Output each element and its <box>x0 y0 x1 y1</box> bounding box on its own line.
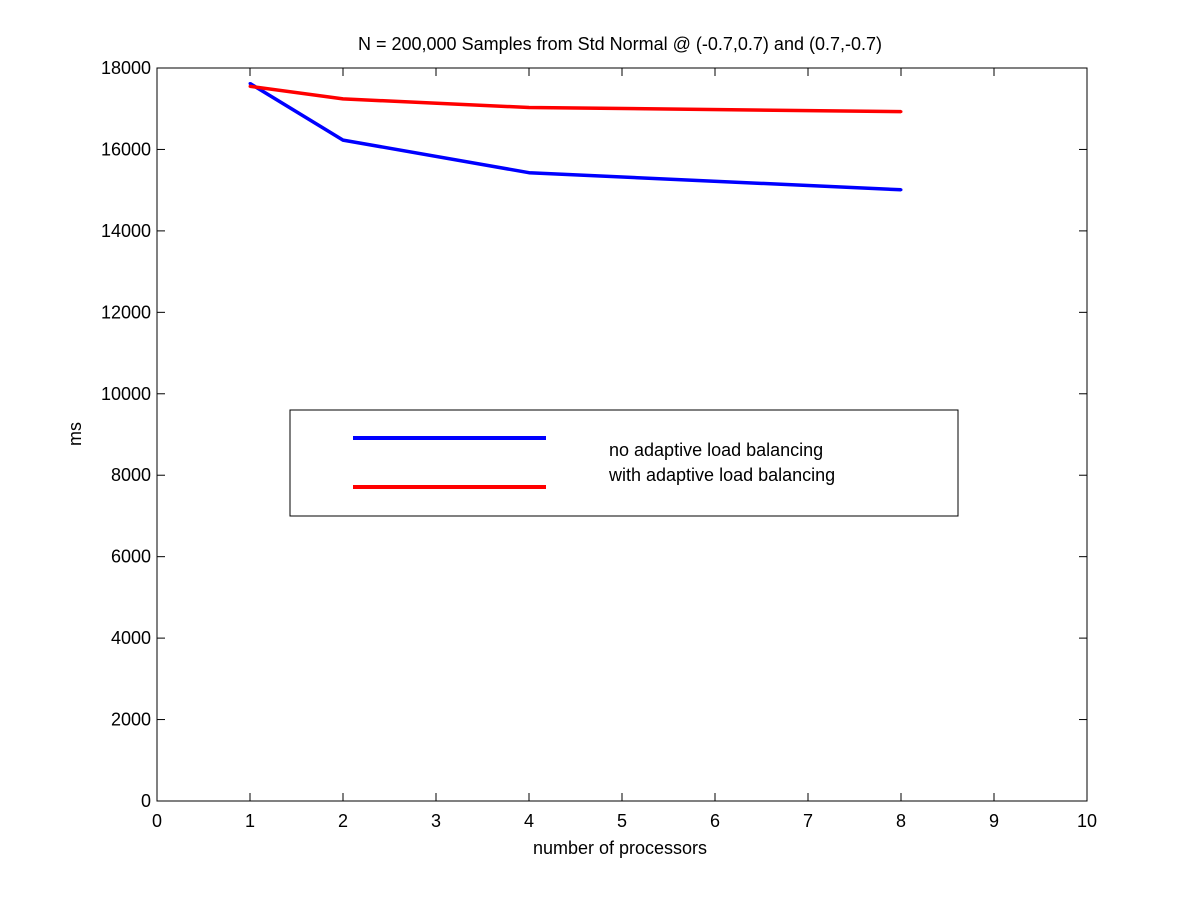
x-tick-label: 4 <box>524 811 534 831</box>
x-axis: 0 1 2 3 4 5 6 7 8 9 10 <box>152 68 1097 831</box>
y-tick-label: 4000 <box>111 628 151 648</box>
y-tick-label: 16000 <box>101 139 151 159</box>
series-point <box>527 171 531 175</box>
x-tick-label: 0 <box>152 811 162 831</box>
legend-label-no-adaptive: no adaptive load balancing <box>609 440 823 460</box>
y-tick-label: 0 <box>141 791 151 811</box>
legend-box <box>289 409 959 517</box>
x-tick-label: 6 <box>710 811 720 831</box>
legend-label-with-adaptive: with adaptive load balancing <box>608 465 835 485</box>
y-tick-label: 2000 <box>111 710 151 730</box>
y-tick-label: 14000 <box>101 221 151 241</box>
x-tick-label: 8 <box>896 811 906 831</box>
series-point <box>341 97 345 101</box>
x-tick-label: 3 <box>431 811 441 831</box>
y-axis-label: ms <box>65 422 85 446</box>
y-tick-label: 8000 <box>111 465 151 485</box>
series-point <box>248 84 252 88</box>
legend: no adaptive load balancing with adaptive… <box>289 409 959 517</box>
series-point <box>899 110 903 114</box>
series-point <box>527 106 531 110</box>
series-line-with-adaptive <box>249 84 902 114</box>
series-point <box>341 138 345 142</box>
x-tick-label: 2 <box>338 811 348 831</box>
y-axis: 0 2000 4000 6000 8000 10000 12000 14000 16000 180… <box>101 58 1087 811</box>
x-tick-label: 7 <box>803 811 813 831</box>
y-tick-label: 10000 <box>101 384 151 404</box>
x-axis-label: number of processors <box>533 838 707 858</box>
x-tick-label: 1 <box>245 811 255 831</box>
series-line-no-adaptive <box>249 82 902 192</box>
chart-title: N = 200,000 Samples from Std Normal @ (-… <box>358 34 882 54</box>
x-tick-label: 10 <box>1077 811 1097 831</box>
x-tick-label: 9 <box>989 811 999 831</box>
y-tick-label: 18000 <box>101 58 151 78</box>
y-tick-label: 6000 <box>111 547 151 567</box>
series-layer <box>248 81 903 192</box>
series-point <box>899 188 903 192</box>
series-point <box>248 81 252 85</box>
x-tick-label: 5 <box>617 811 627 831</box>
y-tick-label: 12000 <box>101 302 151 322</box>
